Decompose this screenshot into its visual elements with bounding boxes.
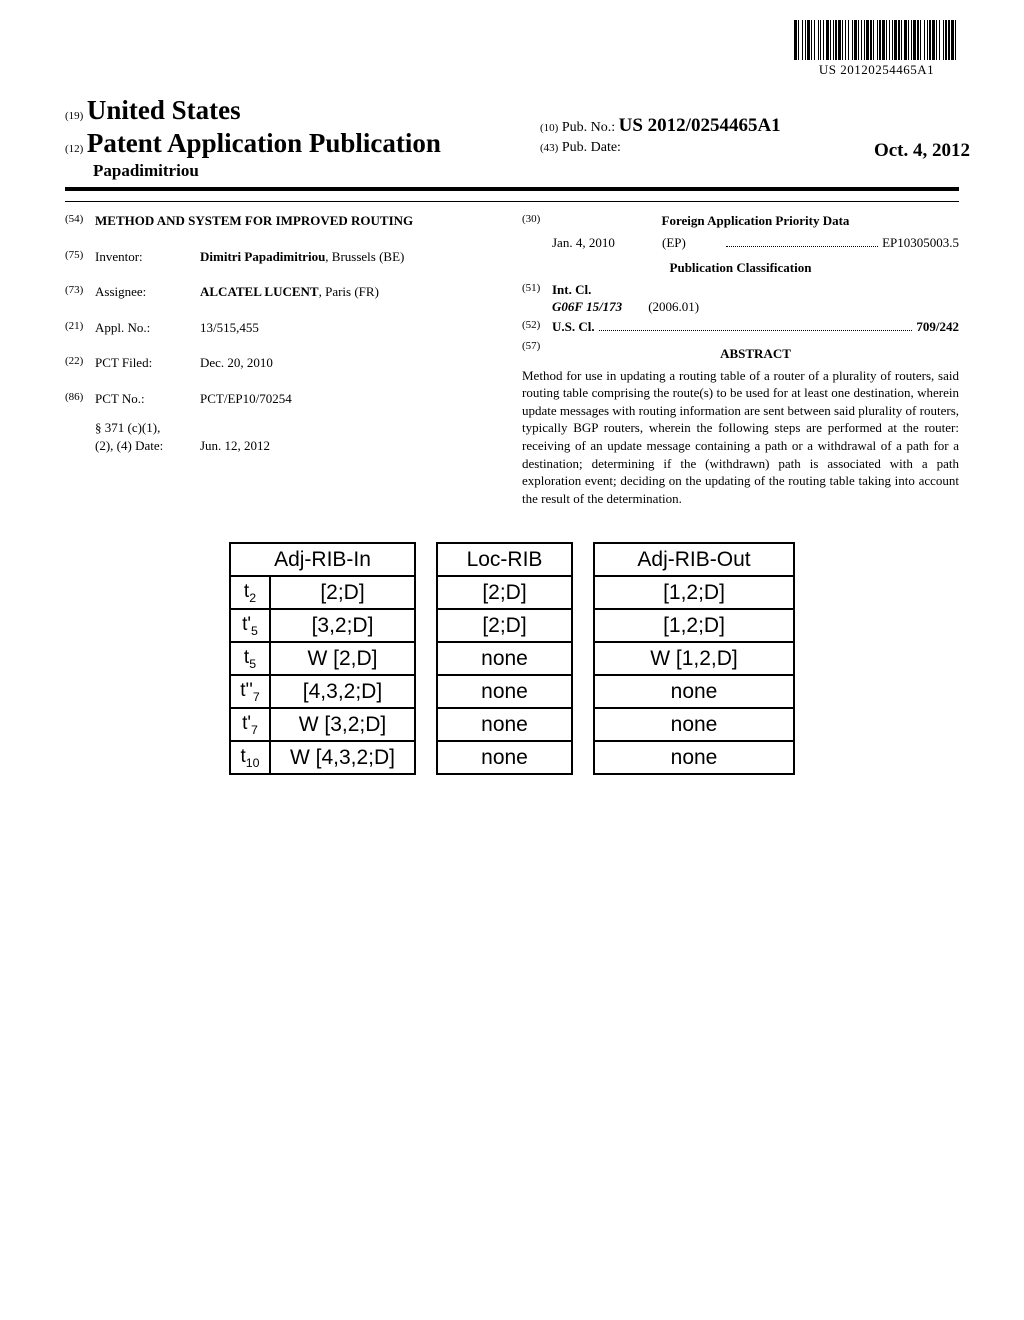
loc-header: Loc-RIB <box>437 543 572 576</box>
s371-label2: (2), (4) Date: <box>95 437 200 455</box>
pub-class-hdr: Publication Classification <box>522 259 959 277</box>
uscl-num: (52) <box>522 318 552 336</box>
uscl-label: U.S. Cl. <box>552 318 595 336</box>
s371-date: Jun. 12, 2012 <box>200 437 502 455</box>
inventor-name: Dimitri Papadimitriou <box>200 249 325 264</box>
adj-out-value: W [1,2,D] <box>594 642 794 675</box>
foreign-num: (30) <box>522 212 552 230</box>
uscl-val: 709/242 <box>916 318 959 336</box>
adj-in-value: [2;D] <box>270 576 415 609</box>
intcl-code: G06F 15/173 <box>552 299 622 314</box>
adj-out-value: none <box>594 741 794 774</box>
assignee-loc: , Paris (FR) <box>319 284 379 299</box>
loc-value: none <box>437 741 572 774</box>
time-cell: t2 <box>230 576 270 609</box>
abstract-num: (57) <box>522 339 552 363</box>
foreign-hdr: Foreign Application Priority Data <box>552 212 959 230</box>
adj-in-value: [4,3,2;D] <box>270 675 415 708</box>
assignee-name: ALCATEL LUCENT <box>200 284 319 299</box>
pct-no-num: (86) <box>65 390 95 408</box>
adj-in-value: [3,2;D] <box>270 609 415 642</box>
barcode-text: US 20120254465A1 <box>794 62 959 78</box>
time-cell: t'7 <box>230 708 270 741</box>
assignee-num: (73) <box>65 283 95 301</box>
dotted-fill <box>599 314 913 332</box>
pct-no-label: PCT No.: <box>95 390 200 408</box>
pub-type: Patent Application Publication <box>87 128 441 158</box>
loc-value: none <box>437 675 572 708</box>
pct-filed-num: (22) <box>65 354 95 372</box>
assignee-label: Assignee: <box>95 283 200 301</box>
country-name: United States <box>87 95 241 125</box>
inventor-loc: , Brussels (BE) <box>325 249 404 264</box>
dotted-fill <box>726 230 878 248</box>
adj-out-value: none <box>594 708 794 741</box>
pct-filed-date: Dec. 20, 2010 <box>200 354 502 372</box>
header-rule-thick <box>65 187 959 191</box>
loc-value: [2;D] <box>437 576 572 609</box>
pct-no: PCT/EP10/70254 <box>200 390 502 408</box>
s371-label1: § 371 (c)(1), <box>95 419 200 437</box>
pct-filed-label: PCT Filed: <box>95 354 200 372</box>
adj-in-value: W [3,2;D] <box>270 708 415 741</box>
two-column-body: (54) METHOD AND SYSTEM FOR IMPROVED ROUT… <box>65 212 959 507</box>
adj-out-value: none <box>594 675 794 708</box>
loc-value: none <box>437 708 572 741</box>
adj-rib-out-table: Adj-RIB-Out [1,2;D][1,2;D]W [1,2,D]nonen… <box>593 542 795 775</box>
adj-in-header: Adj-RIB-In <box>230 543 415 576</box>
appl-label: Appl. No.: <box>95 319 200 337</box>
pubdate-label: Pub. Date: <box>562 140 621 155</box>
time-cell: t5 <box>230 642 270 675</box>
adj-in-value: W [2,D] <box>270 642 415 675</box>
pubdate-prefix: (43) <box>540 142 558 154</box>
pubno-prefix: (10) <box>540 122 558 134</box>
header-rule-thin <box>65 201 959 202</box>
priority-cc: (EP) <box>662 234 722 252</box>
loc-value: [2;D] <box>437 609 572 642</box>
invention-title: METHOD AND SYSTEM FOR IMPROVED ROUTING <box>95 212 502 230</box>
inventor-num: (75) <box>65 248 95 266</box>
intcl-label: Int. Cl. <box>552 282 591 297</box>
intcl-num: (51) <box>522 281 552 316</box>
inventor-label: Inventor: <box>95 248 200 266</box>
appl-number: 13/515,455 <box>200 319 502 337</box>
figure-tables: Adj-RIB-In t2[2;D]t'5[3,2;D]t5W [2,D]t''… <box>65 542 959 775</box>
pubdate: Oct. 4, 2012 <box>874 140 970 162</box>
adj-out-value: [1,2;D] <box>594 576 794 609</box>
loc-value: none <box>437 642 572 675</box>
adj-in-value: W [4,3,2;D] <box>270 741 415 774</box>
adj-rib-in-table: Adj-RIB-In t2[2;D]t'5[3,2;D]t5W [2,D]t''… <box>229 542 416 775</box>
loc-rib-table: Loc-RIB [2;D][2;D]nonenonenonenone <box>436 542 573 775</box>
left-column: (54) METHOD AND SYSTEM FOR IMPROVED ROUT… <box>65 212 502 507</box>
barcode-block: US 20120254465A1 <box>794 20 959 78</box>
right-header: (10) Pub. No.: US 2012/0254465A1 (43) Pu… <box>540 115 970 165</box>
time-cell: t10 <box>230 741 270 774</box>
title-num: (54) <box>65 212 95 230</box>
pubno: US 2012/0254465A1 <box>619 115 781 136</box>
priority-date: Jan. 4, 2010 <box>552 234 662 252</box>
barcode-graphic <box>794 20 959 60</box>
right-column: (30) Foreign Application Priority Data J… <box>522 212 959 507</box>
time-cell: t''7 <box>230 675 270 708</box>
pubno-label: Pub. No.: <box>562 120 615 135</box>
time-cell: t'5 <box>230 609 270 642</box>
appl-num-code: (21) <box>65 319 95 337</box>
adj-out-value: [1,2;D] <box>594 609 794 642</box>
abstract-text: Method for use in updating a routing tab… <box>522 367 959 507</box>
country-prefix: (19) <box>65 110 83 122</box>
intcl-year: (2006.01) <box>648 299 699 314</box>
abstract-hdr: ABSTRACT <box>552 345 959 363</box>
priority-no: EP10305003.5 <box>882 234 959 252</box>
pub-prefix: (12) <box>65 143 83 155</box>
adj-out-header: Adj-RIB-Out <box>594 543 794 576</box>
